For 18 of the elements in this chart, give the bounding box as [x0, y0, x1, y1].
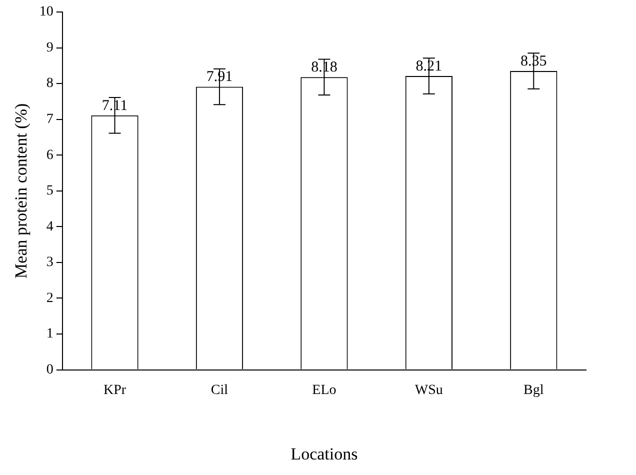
x-tick-label: ELo	[312, 382, 336, 398]
y-axis-title: Mean protein content (%)	[12, 103, 31, 278]
y-tick-label: 8	[46, 76, 54, 92]
y-tick-label: 4	[46, 219, 54, 234]
x-tick-label: Cil	[210, 382, 228, 398]
y-tick-label: 7	[46, 112, 54, 128]
y-tick-label: 6	[46, 148, 54, 163]
x-tick-label: KPr	[103, 382, 126, 398]
y-tick-label: 9	[46, 40, 54, 56]
y-tick-label: 3	[46, 255, 54, 270]
x-axis-title: Locations	[290, 444, 358, 464]
y-tick-label: 0	[46, 362, 54, 378]
x-tick-label: Bgl	[524, 382, 544, 398]
y-tick-label: 2	[46, 290, 54, 306]
x-tick-label: WSu	[414, 382, 443, 398]
y-tick-label: 1	[46, 326, 54, 342]
y-tick-label: 5	[46, 184, 54, 199]
y-tick-label: 10	[39, 4, 54, 20]
